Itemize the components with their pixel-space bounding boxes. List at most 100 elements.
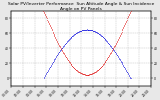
Point xyxy=(60,48,63,49)
Point xyxy=(57,53,59,55)
Point xyxy=(108,54,111,56)
Point xyxy=(79,72,81,74)
Point xyxy=(86,29,89,30)
Point xyxy=(88,29,90,30)
Point xyxy=(72,35,74,36)
Point xyxy=(120,31,123,32)
Point xyxy=(105,40,107,41)
Point xyxy=(63,44,66,45)
Point xyxy=(125,20,128,22)
Point xyxy=(52,60,55,62)
Point xyxy=(56,40,58,42)
Point xyxy=(90,73,93,75)
Point xyxy=(45,17,48,18)
Point xyxy=(104,61,106,63)
Point xyxy=(83,74,86,75)
Point xyxy=(51,62,54,63)
Point xyxy=(49,26,52,28)
Point xyxy=(71,65,73,66)
Point xyxy=(63,44,65,46)
Point xyxy=(78,71,80,73)
Point xyxy=(73,34,76,35)
Point xyxy=(88,29,91,30)
Point xyxy=(59,46,61,47)
Point xyxy=(86,74,89,75)
Point xyxy=(92,30,95,32)
Title: Solar PV/Inverter Performance  Sun Altitude Angle & Sun Incidence Angle on PV Pa: Solar PV/Inverter Performance Sun Altitu… xyxy=(8,2,154,11)
Point xyxy=(121,62,123,64)
Point xyxy=(114,43,117,44)
Point xyxy=(52,33,55,34)
Point xyxy=(108,55,110,57)
Point xyxy=(72,66,74,67)
Point xyxy=(61,47,64,48)
Point xyxy=(62,52,64,54)
Point xyxy=(81,29,84,31)
Point xyxy=(92,30,94,31)
Point xyxy=(104,39,106,40)
Point xyxy=(126,18,129,19)
Point xyxy=(54,58,56,59)
Point xyxy=(72,66,75,68)
Point xyxy=(98,67,101,69)
Point xyxy=(44,13,46,15)
Point xyxy=(89,74,91,75)
Point xyxy=(110,46,113,48)
Point xyxy=(94,31,96,32)
Point xyxy=(96,69,99,71)
Point xyxy=(89,29,91,31)
Point xyxy=(96,32,98,33)
Point xyxy=(112,48,115,49)
Point xyxy=(93,72,96,73)
Point xyxy=(55,39,58,40)
Point xyxy=(113,51,116,53)
Point xyxy=(82,29,85,31)
Point xyxy=(95,31,98,33)
Point xyxy=(86,74,88,76)
Point xyxy=(104,39,107,41)
Point xyxy=(101,36,103,37)
Point xyxy=(118,35,121,36)
Point xyxy=(95,70,98,72)
Point xyxy=(50,63,53,65)
Point xyxy=(124,68,127,70)
Point xyxy=(120,32,122,33)
Point xyxy=(113,45,116,46)
Point xyxy=(113,46,116,47)
Point xyxy=(44,73,47,75)
Point xyxy=(53,34,55,35)
Point xyxy=(123,25,125,27)
Point xyxy=(91,73,93,74)
Point xyxy=(129,77,132,78)
Point xyxy=(92,72,94,74)
Point xyxy=(116,55,119,57)
Point xyxy=(83,74,85,75)
Point xyxy=(107,56,110,57)
Point xyxy=(117,37,120,38)
Point xyxy=(90,73,92,75)
Point xyxy=(88,74,90,75)
Point xyxy=(122,28,124,29)
Point xyxy=(96,32,99,34)
Point xyxy=(79,30,81,32)
Point xyxy=(128,76,131,78)
Point xyxy=(51,62,53,64)
Point xyxy=(67,60,70,62)
Point xyxy=(68,61,70,63)
Point xyxy=(80,30,82,32)
Point xyxy=(101,36,104,38)
Point xyxy=(51,31,54,32)
Point xyxy=(127,16,130,17)
Point xyxy=(115,41,118,42)
Point xyxy=(76,32,79,33)
Point xyxy=(82,73,84,75)
Point xyxy=(124,67,126,69)
Point xyxy=(74,33,77,34)
Point xyxy=(83,29,86,30)
Point xyxy=(127,17,129,18)
Point xyxy=(117,57,120,58)
Point xyxy=(43,76,46,78)
Point xyxy=(94,31,97,32)
Point xyxy=(49,66,51,67)
Point xyxy=(120,61,122,62)
